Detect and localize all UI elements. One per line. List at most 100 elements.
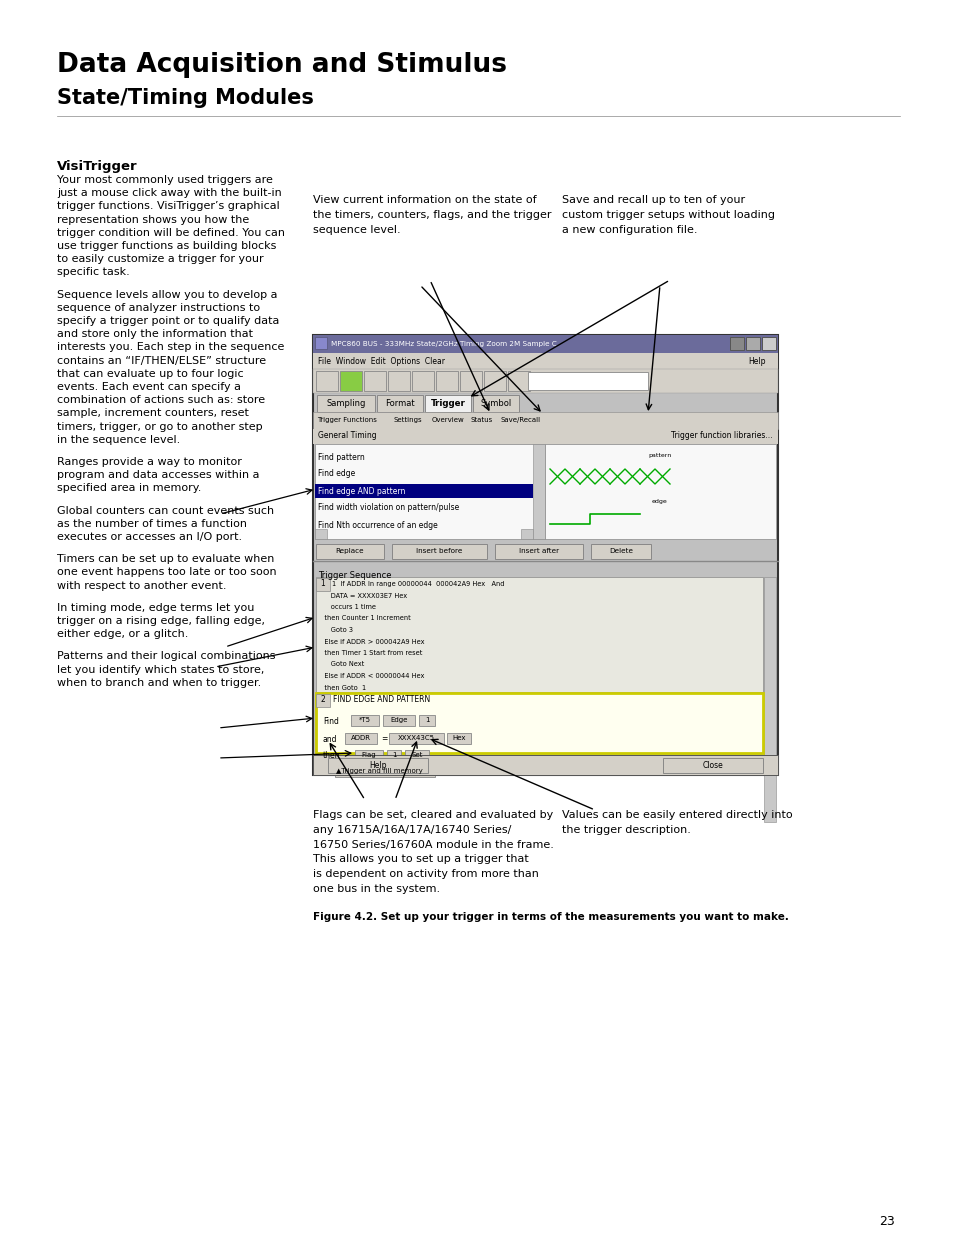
Text: General Timing: General Timing (317, 431, 376, 441)
Text: sample, increment counters, reset: sample, increment counters, reset (57, 409, 249, 419)
Text: VisiTrigger: VisiTrigger (57, 161, 137, 173)
Bar (376, 395, 422, 412)
Text: Settings: Settings (393, 417, 421, 424)
Bar (328, 758, 428, 773)
Text: Else if ADDR < 00000044 Hex: Else if ADDR < 00000044 Hex (317, 673, 424, 679)
Text: Flags can be set, cleared and evaluated by
any 16715A/16A/17A/16740 Series/
1675: Flags can be set, cleared and evaluated … (313, 810, 554, 894)
Text: just a mouse click away with the built-in: just a mouse click away with the built-i… (57, 188, 281, 198)
Bar (313, 335, 778, 776)
Text: Replace: Replace (335, 548, 364, 555)
Text: File  Window  Edit  Options  Clear: File Window Edit Options Clear (317, 357, 444, 366)
Bar (745, 337, 760, 350)
Bar (405, 750, 429, 761)
Text: Overview: Overview (432, 417, 464, 424)
Bar (520, 529, 533, 538)
Text: XXXX43C5: XXXX43C5 (397, 735, 434, 741)
Text: Find width violation on pattern/pulse: Find width violation on pattern/pulse (317, 504, 458, 513)
Text: either edge, or a glitch.: either edge, or a glitch. (57, 629, 188, 640)
Text: View current information on the state of
the timers, counters, flags, and the tr: View current information on the state of… (313, 195, 551, 235)
Text: Values can be easily entered directly into
the trigger description.: Values can be easily entered directly in… (561, 810, 792, 835)
Text: Data Acquisition and Stimulus: Data Acquisition and Stimulus (57, 52, 506, 78)
Text: Flag: Flag (361, 752, 375, 758)
Text: *T5: *T5 (358, 718, 371, 722)
Bar (335, 766, 435, 777)
Text: Find Nth occurrence of an edge: Find Nth occurrence of an edge (317, 520, 437, 530)
Text: Figure 4.2. Set up your trigger in terms of the measurements you want to make.: Figure 4.2. Set up your trigger in terms… (313, 911, 788, 923)
Bar (662, 758, 762, 773)
Bar (447, 734, 471, 743)
Bar (729, 337, 743, 350)
Text: Goto 3: Goto 3 (317, 627, 353, 634)
Text: Status: Status (470, 417, 493, 424)
Text: Trigger function libraries...: Trigger function libraries... (671, 431, 772, 441)
Text: Patterns and their logical combinations: Patterns and their logical combinations (57, 651, 275, 662)
Text: interests you. Each step in the sequence: interests you. Each step in the sequence (57, 342, 284, 352)
Bar (314, 529, 327, 538)
Text: when to branch and when to trigger.: when to branch and when to trigger. (57, 678, 261, 688)
Bar (313, 353, 778, 369)
Text: 1  If ADDR In range 00000044  000042A9 Hex   And: 1 If ADDR In range 00000044 000042A9 Hex… (332, 580, 504, 587)
Bar (473, 395, 518, 412)
Bar (412, 370, 434, 391)
Text: Save/Recall: Save/Recall (500, 417, 540, 424)
Text: Find edge: Find edge (317, 469, 355, 478)
Bar (424, 395, 471, 412)
Text: Hex: Hex (452, 735, 465, 741)
Text: Sampling: Sampling (326, 399, 365, 408)
Bar (590, 543, 650, 559)
Text: Delete: Delete (608, 548, 633, 555)
Bar (313, 335, 778, 353)
Text: Trigger: Trigger (430, 399, 465, 408)
Text: ADDR: ADDR (351, 735, 371, 741)
Text: Close: Close (702, 761, 722, 769)
Text: then Counter 1 Increment: then Counter 1 Increment (317, 615, 411, 621)
Text: with respect to another event.: with respect to another event. (57, 580, 226, 590)
Bar (544, 445, 775, 538)
Bar (418, 715, 435, 726)
Text: Else if ADDR > 000042A9 Hex: Else if ADDR > 000042A9 Hex (317, 638, 424, 645)
Bar (313, 369, 778, 393)
Text: in the sequence level.: in the sequence level. (57, 435, 180, 445)
Text: contains an “IF/THEN/ELSE” structure: contains an “IF/THEN/ELSE” structure (57, 356, 266, 366)
Bar (339, 370, 361, 391)
Text: Help: Help (747, 357, 764, 366)
Text: then: then (323, 752, 340, 761)
Text: pattern: pattern (648, 453, 671, 458)
Text: then Goto  1: then Goto 1 (317, 684, 366, 690)
Bar (316, 395, 375, 412)
Bar (388, 370, 410, 391)
Text: representation shows you how the: representation shows you how the (57, 215, 249, 225)
Bar (315, 693, 762, 753)
Text: trigger functions. VisiTrigger’s graphical: trigger functions. VisiTrigger’s graphic… (57, 201, 279, 211)
Text: let you identify which states to store,: let you identify which states to store, (57, 664, 264, 674)
Bar (507, 370, 530, 391)
Text: combination of actions such as: store: combination of actions such as: store (57, 395, 265, 405)
Text: 1: 1 (424, 718, 429, 722)
Text: 1: 1 (320, 579, 325, 589)
Bar (436, 370, 457, 391)
Bar (315, 694, 330, 706)
Text: Your most commonly used triggers are: Your most commonly used triggers are (57, 175, 273, 185)
Bar (313, 755, 778, 776)
Bar (389, 734, 443, 743)
Bar (392, 543, 486, 559)
Bar (527, 372, 647, 390)
Bar (313, 412, 778, 429)
Text: specific task.: specific task. (57, 268, 130, 278)
Text: Find: Find (323, 716, 338, 725)
Text: Global counters can count events such: Global counters can count events such (57, 505, 274, 515)
Text: Insert before: Insert before (416, 548, 461, 555)
Text: specified area in memory.: specified area in memory. (57, 483, 201, 494)
Text: executes or accesses an I/O port.: executes or accesses an I/O port. (57, 532, 242, 542)
Bar (763, 577, 775, 823)
Bar (315, 578, 330, 592)
Text: Help: Help (369, 761, 386, 769)
Bar (315, 543, 384, 559)
Bar (313, 429, 778, 445)
Text: and store only the information that: and store only the information that (57, 330, 253, 340)
Text: trigger condition will be defined. You can: trigger condition will be defined. You c… (57, 227, 285, 238)
Text: Timers can be set up to evaluate when: Timers can be set up to evaluate when (57, 555, 274, 564)
Text: to easily customize a trigger for your: to easily customize a trigger for your (57, 254, 263, 264)
Bar (315, 370, 337, 391)
Bar (387, 750, 400, 761)
